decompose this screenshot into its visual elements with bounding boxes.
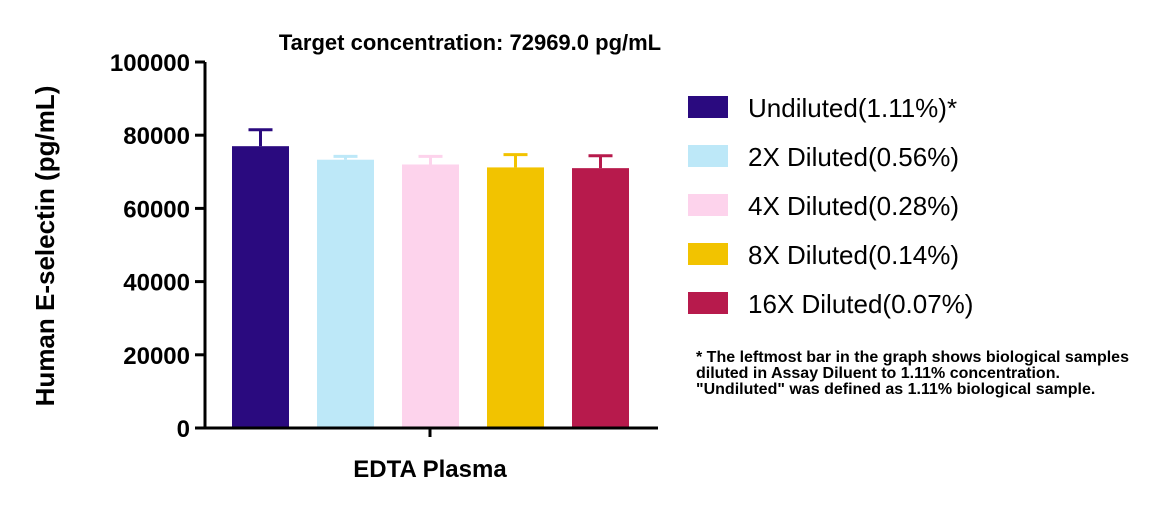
y-axis-ticks: 0 20000 40000 60000 80000 100000 xyxy=(110,50,205,443)
y-tick-label: 80000 xyxy=(123,123,190,150)
bar-1 xyxy=(232,146,289,428)
bar-4 xyxy=(487,167,544,428)
chart-title: Target concentration: 72969.0 pg/mL xyxy=(279,30,661,55)
y-tick-label: 20000 xyxy=(123,343,190,370)
legend-swatch-5 xyxy=(688,292,728,314)
legend-label-5: 16X Diluted(0.07%) xyxy=(748,289,973,319)
legend-swatch-3 xyxy=(688,194,728,216)
bar-5 xyxy=(572,168,629,428)
y-tick-label: 40000 xyxy=(123,270,190,297)
legend-label-3: 4X Diluted(0.28%) xyxy=(748,191,959,221)
bar-2 xyxy=(317,159,374,429)
error-bars xyxy=(248,128,613,169)
y-tick-label: 100000 xyxy=(110,50,190,77)
footnote: * The leftmost bar in the graph shows bi… xyxy=(696,349,1129,398)
bars xyxy=(232,146,629,429)
legend: Undiluted(1.11%)* 2X Diluted(0.56%) 4X Dil… xyxy=(688,93,973,319)
legend-swatch-1 xyxy=(688,96,728,118)
y-axis-label: Human E-selectin (pg/mL) xyxy=(30,86,60,407)
legend-swatch-4 xyxy=(688,243,728,265)
legend-label-4: 8X Diluted(0.14%) xyxy=(748,240,959,270)
x-axis-label: EDTA Plasma xyxy=(353,456,507,483)
legend-label-1: Undiluted(1.11%)* xyxy=(748,93,957,123)
legend-swatch-2 xyxy=(688,145,728,167)
legend-label-2: 2X Diluted(0.56%) xyxy=(748,142,959,172)
bar-3 xyxy=(402,164,459,429)
y-tick-label: 60000 xyxy=(123,196,190,223)
y-tick-label: 0 xyxy=(177,416,190,443)
